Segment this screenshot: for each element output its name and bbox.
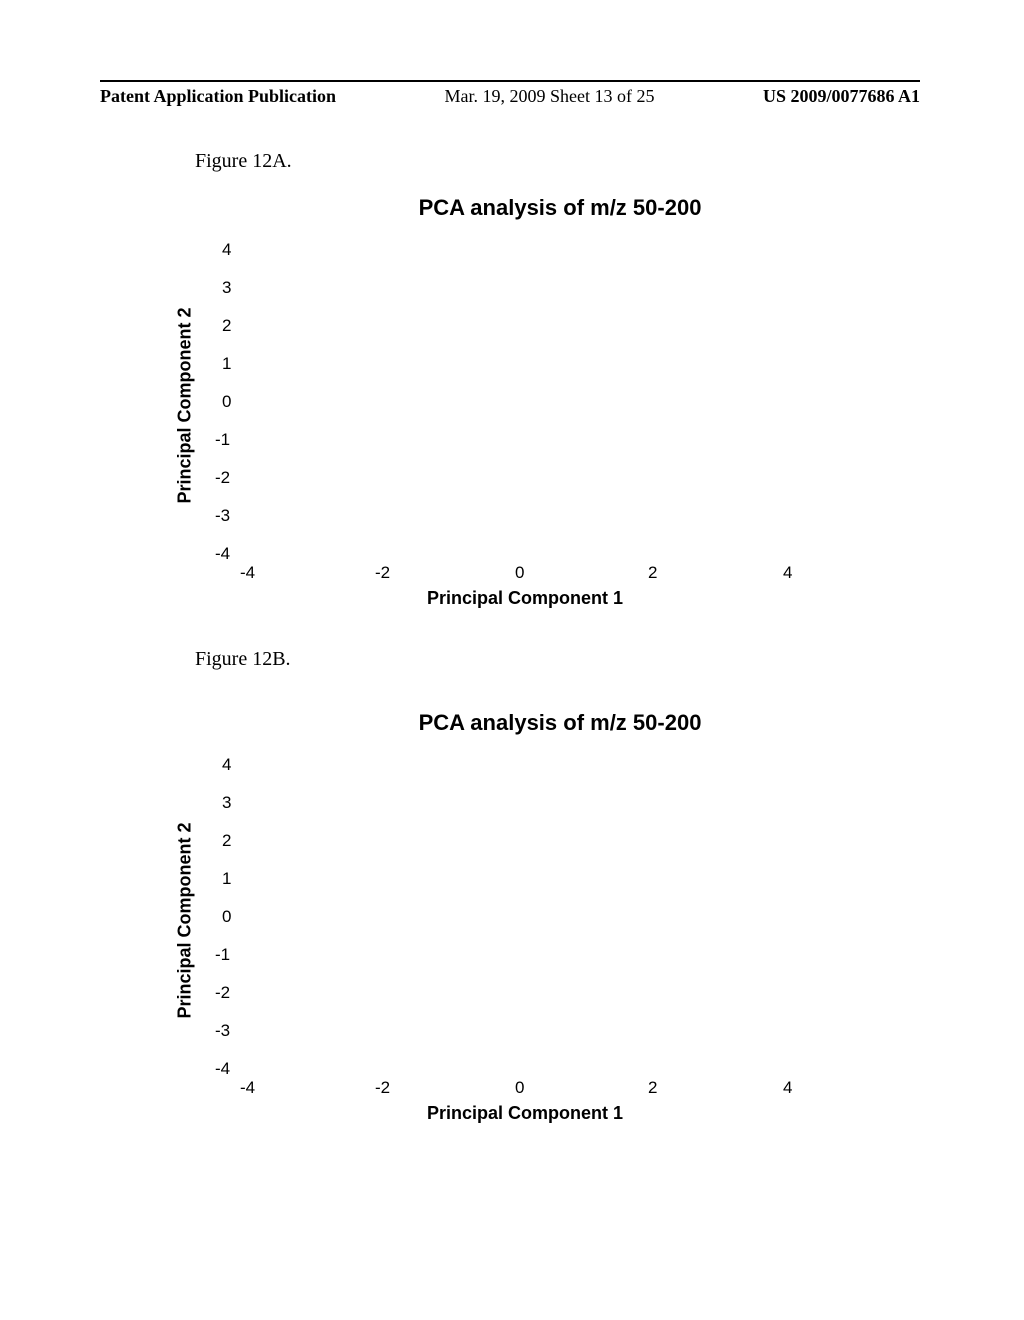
figure-b-caption: Figure 12B. <box>195 648 291 671</box>
chart-b-xlabel: Principal Component 1 <box>375 1103 675 1124</box>
chart-a-title: PCA analysis of m/z 50-200 <box>330 195 790 221</box>
chart-a-xtick: -2 <box>375 563 390 583</box>
chart-b-plot-area <box>245 760 785 1070</box>
chart-a-xlabel: Principal Component 1 <box>375 588 675 609</box>
header-left: Patent Application Publication <box>100 86 336 107</box>
chart-a-xtick: 2 <box>648 563 657 583</box>
chart-b-xtick: -2 <box>375 1078 390 1098</box>
chart-b-ytick: 0 <box>222 907 231 927</box>
header-center: Mar. 19, 2009 Sheet 13 of 25 <box>445 86 655 107</box>
chart-a-plot-area <box>245 245 785 555</box>
chart-b-ytick: 1 <box>222 869 231 889</box>
header-rule <box>100 80 920 82</box>
chart-b-ytick: -2 <box>215 983 230 1003</box>
chart-a-ytick: 3 <box>222 278 231 298</box>
chart-b-xtick: 2 <box>648 1078 657 1098</box>
chart-a-ytick: 2 <box>222 316 231 336</box>
chart-b-ytick: 3 <box>222 793 231 813</box>
chart-a-ytick: 4 <box>222 240 231 260</box>
chart-b-xtick: -4 <box>240 1078 255 1098</box>
chart-a-ytick: 0 <box>222 392 231 412</box>
chart-a-ytick: -1 <box>215 430 230 450</box>
chart-a-ytick: -4 <box>215 544 230 564</box>
chart-b-ytick: -3 <box>215 1021 230 1041</box>
chart-a: PCA analysis of m/z 50-200 Principal Com… <box>130 185 890 615</box>
chart-b-xtick: 0 <box>515 1078 524 1098</box>
chart-b-ytick: 2 <box>222 831 231 851</box>
header-right: US 2009/0077686 A1 <box>763 86 920 107</box>
chart-b-title: PCA analysis of m/z 50-200 <box>330 710 790 736</box>
page-header: Patent Application Publication Mar. 19, … <box>100 86 920 107</box>
figure-a-caption: Figure 12A. <box>195 150 292 173</box>
chart-a-xtick: -4 <box>240 563 255 583</box>
chart-b-ytick: 4 <box>222 755 231 775</box>
chart-b-ytick: -4 <box>215 1059 230 1079</box>
chart-b-ytick: -1 <box>215 945 230 965</box>
chart-a-xtick: 4 <box>783 563 792 583</box>
chart-a-ylabel: Principal Component 2 <box>175 296 196 516</box>
chart-b: PCA analysis of m/z 50-200 Principal Com… <box>130 700 890 1130</box>
chart-a-xtick: 0 <box>515 563 524 583</box>
chart-a-ytick: -2 <box>215 468 230 488</box>
chart-b-xtick: 4 <box>783 1078 792 1098</box>
chart-a-ytick: 1 <box>222 354 231 374</box>
chart-b-ylabel: Principal Component 2 <box>175 811 196 1031</box>
chart-a-ytick: -3 <box>215 506 230 526</box>
